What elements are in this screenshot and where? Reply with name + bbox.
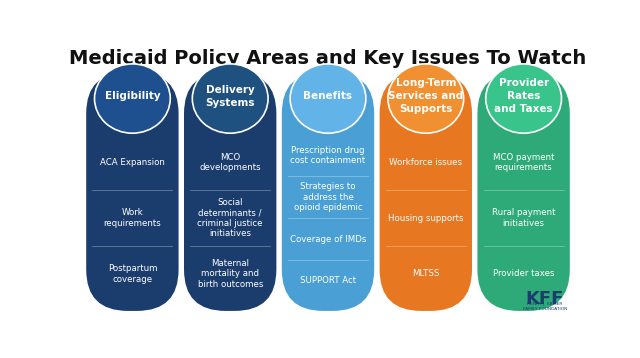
- FancyBboxPatch shape: [282, 72, 374, 311]
- Text: Medicaid Policy Areas and Key Issues To Watch: Medicaid Policy Areas and Key Issues To …: [69, 49, 587, 68]
- Text: Eligibility: Eligibility: [104, 91, 160, 101]
- FancyBboxPatch shape: [477, 72, 570, 311]
- FancyBboxPatch shape: [86, 72, 179, 311]
- Text: ACA Expansion: ACA Expansion: [100, 158, 165, 167]
- Text: Delivery
Systems: Delivery Systems: [205, 85, 255, 108]
- Text: MCO payment
requirements: MCO payment requirements: [493, 153, 554, 172]
- Text: Strategies to
address the
opioid epidemic: Strategies to address the opioid epidemi…: [294, 182, 362, 212]
- Ellipse shape: [486, 64, 561, 133]
- Text: MCO
developments: MCO developments: [200, 153, 261, 172]
- Text: Coverage of IMDs: Coverage of IMDs: [290, 234, 366, 243]
- Text: Rural payment
initiatives: Rural payment initiatives: [492, 208, 556, 228]
- Text: Prescription drug
cost containment: Prescription drug cost containment: [291, 146, 365, 165]
- FancyBboxPatch shape: [380, 72, 472, 311]
- Ellipse shape: [388, 64, 464, 133]
- Text: SUPPORT Act: SUPPORT Act: [300, 276, 356, 285]
- Ellipse shape: [290, 64, 366, 133]
- Text: MLTSS: MLTSS: [412, 269, 440, 278]
- Ellipse shape: [192, 64, 268, 133]
- Text: Benefits: Benefits: [303, 91, 353, 101]
- Text: Work
requirements: Work requirements: [104, 208, 161, 228]
- Text: Provider
Rates
and Taxes: Provider Rates and Taxes: [494, 78, 553, 114]
- Text: Social
determinants /
criminal justice
initiatives: Social determinants / criminal justice i…: [198, 198, 263, 238]
- Text: Maternal
mortality and
birth outcomes: Maternal mortality and birth outcomes: [198, 259, 263, 289]
- Text: Housing supports: Housing supports: [388, 214, 463, 223]
- Text: Provider taxes: Provider taxes: [493, 269, 554, 278]
- Text: KFF: KFF: [526, 290, 564, 308]
- Ellipse shape: [95, 64, 170, 133]
- Text: Workforce issues: Workforce issues: [389, 158, 462, 167]
- Text: Postpartum
coverage: Postpartum coverage: [108, 264, 157, 284]
- FancyBboxPatch shape: [184, 72, 276, 311]
- Text: HENRY J. KAISER
FAMILY FOUNDATION: HENRY J. KAISER FAMILY FOUNDATION: [523, 302, 567, 311]
- Text: Long-Term
Services and
Supports: Long-Term Services and Supports: [388, 78, 463, 114]
